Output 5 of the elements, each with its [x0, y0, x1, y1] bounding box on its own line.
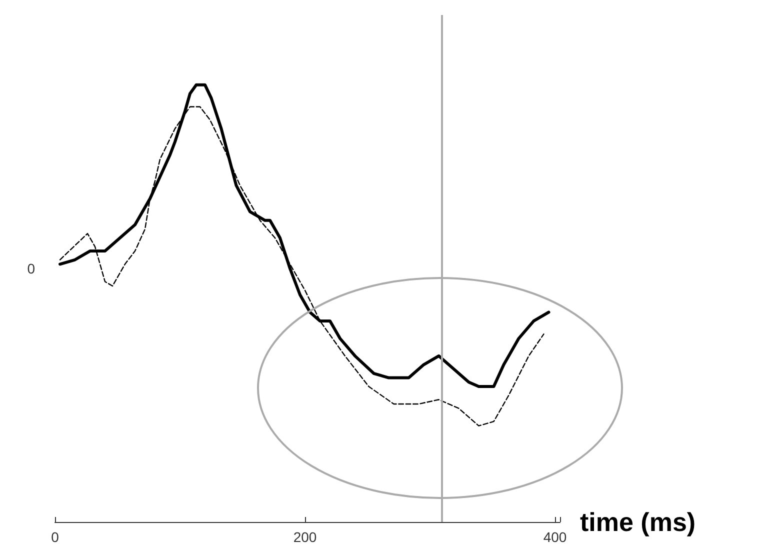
- text: 0: [27, 260, 36, 276]
- x-axis-title: time (ms): [580, 507, 696, 537]
- x-tick-label: 200: [293, 529, 317, 545]
- x-tick-label: 0: [51, 529, 60, 545]
- x-tick-label: 400: [543, 529, 567, 545]
